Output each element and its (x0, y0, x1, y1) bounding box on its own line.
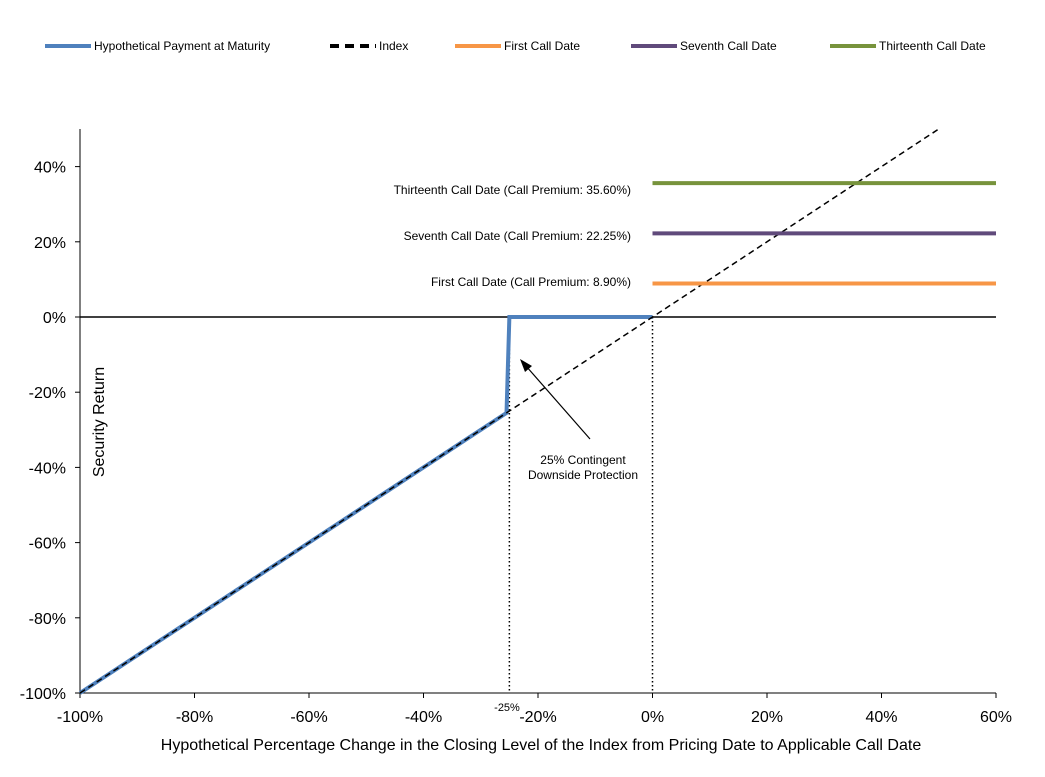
annotation-barrier-label: -25% (494, 702, 520, 714)
x-tick-label: 60% (980, 709, 1012, 726)
legend-label-thirteenth-call: Thirteenth Call Date (879, 39, 986, 53)
legend-item-seventh-call: Seventh Call Date (631, 39, 777, 53)
legend: Hypothetical Payment at Maturity Index F… (45, 39, 986, 53)
annotation-seventh-call: Seventh Call Date (Call Premium: 22.25%) (404, 229, 631, 243)
x-axis-ticks: -100% -80% -60% -40% -20% 0% 20% 40% 60% (57, 693, 1012, 726)
y-tick-label: -40% (29, 460, 66, 477)
legend-label-payment: Hypothetical Payment at Maturity (94, 39, 270, 53)
x-tick-label: 40% (865, 709, 897, 726)
y-tick-label: -80% (29, 611, 66, 628)
legend-item-index: Index (330, 39, 408, 53)
y-tick-label: 20% (34, 235, 66, 252)
x-tick-label: 0% (641, 709, 664, 726)
x-axis-title: Hypothetical Percentage Change in the Cl… (161, 737, 922, 754)
legend-label-first-call: First Call Date (504, 39, 580, 53)
x-tick-label: -80% (176, 709, 213, 726)
x-tick-label: -40% (405, 709, 442, 726)
y-tick-label: 40% (34, 160, 66, 177)
y-tick-label: -100% (20, 686, 66, 703)
legend-item-payment: Hypothetical Payment at Maturity (45, 39, 270, 53)
annotation-thirteenth-call: Thirteenth Call Date (Call Premium: 35.6… (394, 183, 631, 197)
protection-arrow-head (520, 359, 532, 372)
x-tick-label: -100% (57, 709, 103, 726)
series-line-index (79, 128, 940, 694)
legend-label-seventh-call: Seventh Call Date (680, 39, 777, 53)
y-tick-label: -60% (29, 536, 66, 553)
legend-label-index: Index (379, 39, 408, 53)
y-axis-ticks: -100% -80% -60% -40% -20% 0% 20% 40% (20, 160, 80, 703)
legend-item-thirteenth-call: Thirteenth Call Date (830, 39, 986, 53)
annotation-first-call: First Call Date (Call Premium: 8.90%) (431, 275, 631, 289)
y-axis-title: Security Return (91, 367, 108, 477)
y-tick-label: 0% (43, 310, 66, 327)
x-tick-label: -60% (290, 709, 327, 726)
annotation-protection-line2: Downside Protection (528, 468, 638, 482)
annotation-protection-line1: 25% Contingent (540, 453, 626, 467)
protection-arrow (525, 365, 591, 440)
legend-item-first-call: First Call Date (455, 39, 580, 53)
x-tick-label: -20% (519, 709, 556, 726)
y-tick-label: -20% (29, 385, 66, 402)
x-tick-label: 20% (751, 709, 783, 726)
